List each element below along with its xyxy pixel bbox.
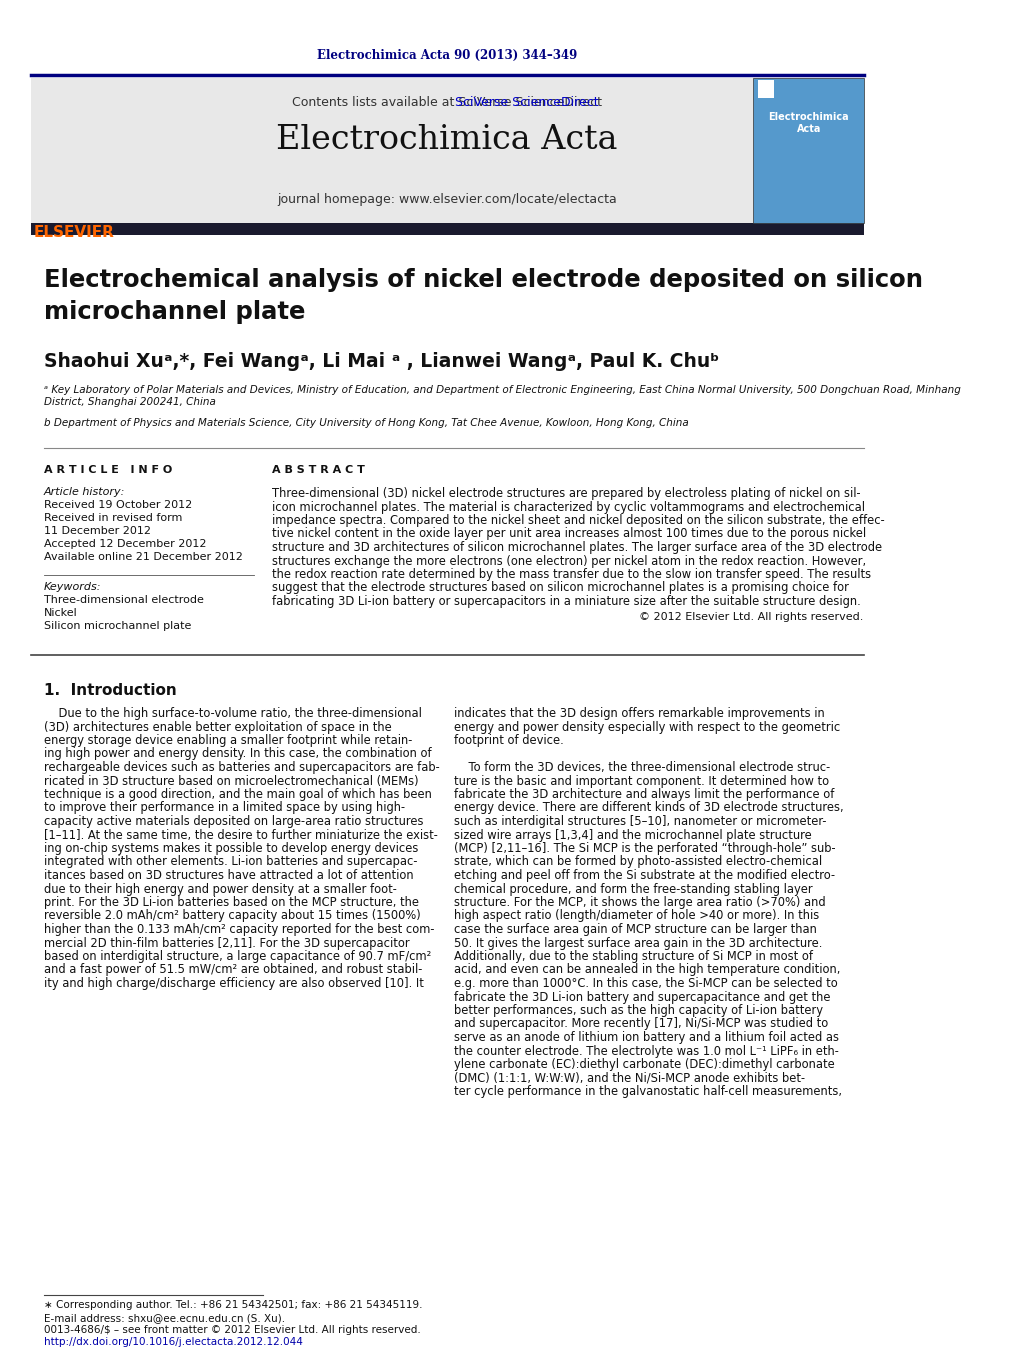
Text: Electrochimica
Acta: Electrochimica Acta [769, 112, 849, 134]
Text: b Department of Physics and Materials Science, City University of Hong Kong, Tat: b Department of Physics and Materials Sc… [44, 417, 688, 428]
Text: and supercapacitor. More recently [17], Ni/Si-MCP was studied to: and supercapacitor. More recently [17], … [453, 1017, 828, 1031]
Text: Shaohui Xuᵃ,*, Fei Wangᵃ, Li Mai ᵃ , Lianwei Wangᵃ, Paul K. Chuᵇ: Shaohui Xuᵃ,*, Fei Wangᵃ, Li Mai ᵃ , Lia… [44, 353, 719, 372]
Text: acid, and even can be annealed in the high temperature condition,: acid, and even can be annealed in the hi… [453, 963, 840, 977]
Text: Keywords:: Keywords: [44, 582, 101, 592]
Text: Nickel: Nickel [44, 608, 78, 617]
Text: footprint of device.: footprint of device. [453, 734, 564, 747]
Text: (3D) architectures enable better exploitation of space in the: (3D) architectures enable better exploit… [44, 720, 392, 734]
Text: fabricate the 3D architecture and always limit the performance of: fabricate the 3D architecture and always… [453, 788, 834, 801]
Text: print. For the 3D Li-ion batteries based on the MCP structure, the: print. For the 3D Li-ion batteries based… [44, 896, 419, 909]
Text: e.g. more than 1000°C. In this case, the Si-MCP can be selected to: e.g. more than 1000°C. In this case, the… [453, 977, 837, 990]
Text: energy storage device enabling a smaller footprint while retain-: energy storage device enabling a smaller… [44, 734, 412, 747]
Text: SciVerse ScienceDirect: SciVerse ScienceDirect [295, 96, 598, 109]
Text: due to their high energy and power density at a smaller foot-: due to their high energy and power densi… [44, 882, 397, 896]
Text: ity and high charge/discharge efficiency are also observed [10]. It: ity and high charge/discharge efficiency… [44, 977, 424, 990]
Text: the counter electrode. The electrolyte was 1.0 mol L⁻¹ LiPF₆ in eth-: the counter electrode. The electrolyte w… [453, 1044, 838, 1058]
Text: icon microchannel plates. The material is characterized by cyclic voltammograms : icon microchannel plates. The material i… [272, 500, 865, 513]
Text: Electrochemical analysis of nickel electrode deposited on silicon
microchannel p: Electrochemical analysis of nickel elect… [44, 267, 923, 324]
Text: ture is the basic and important component. It determined how to: ture is the basic and important componen… [453, 774, 829, 788]
Text: (MCP) [2,11–16]. The Si MCP is the perforated “through-hole” sub-: (MCP) [2,11–16]. The Si MCP is the perfo… [453, 842, 835, 855]
Bar [31, 78, 864, 223]
Text: Electrochimica Acta 90 (2013) 344–349: Electrochimica Acta 90 (2013) 344–349 [317, 49, 577, 62]
Text: structure and 3D architectures of silicon microchannel plates. The larger surfac: structure and 3D architectures of silico… [272, 540, 882, 554]
Text: suggest that the electrode structures based on silicon microchannel plates is a : suggest that the electrode structures ba… [272, 581, 848, 594]
Text: the redox reaction rate determined by the mass transfer due to the slow ion tran: the redox reaction rate determined by th… [272, 567, 871, 581]
Text: strate, which can be formed by photo-assisted electro-chemical: strate, which can be formed by photo-ass… [453, 855, 822, 869]
Text: ricated in 3D structure based on microelectromechanical (MEMs): ricated in 3D structure based on microel… [44, 774, 419, 788]
Text: sized wire arrays [1,3,4] and the microchannel plate structure: sized wire arrays [1,3,4] and the microc… [453, 828, 812, 842]
Text: integrated with other elements. Li-ion batteries and supercapac-: integrated with other elements. Li-ion b… [44, 855, 418, 869]
Text: http://dx.doi.org/10.1016/j.electacta.2012.12.044: http://dx.doi.org/10.1016/j.electacta.20… [44, 1337, 302, 1347]
Text: and a fast power of 51.5 mW/cm² are obtained, and robust stabil-: and a fast power of 51.5 mW/cm² are obta… [44, 963, 422, 977]
Text: to improve their performance in a limited space by using high-: to improve their performance in a limite… [44, 801, 405, 815]
Text: indicates that the 3D design offers remarkable improvements in: indicates that the 3D design offers rema… [453, 707, 825, 720]
Text: ∗ Corresponding author. Tel.: +86 21 54342501; fax: +86 21 54345119.: ∗ Corresponding author. Tel.: +86 21 543… [44, 1300, 423, 1310]
Text: structures exchange the more electrons (one electron) per nickel atom in the red: structures exchange the more electrons (… [272, 554, 866, 567]
Text: Accepted 12 December 2012: Accepted 12 December 2012 [44, 539, 206, 549]
Text: (DMC) (1:1:1, W:W:W), and the Ni/Si-MCP anode exhibits bet-: (DMC) (1:1:1, W:W:W), and the Ni/Si-MCP … [453, 1071, 805, 1085]
Text: Article history:: Article history: [44, 486, 126, 497]
Text: better performances, such as the high capacity of Li-ion battery: better performances, such as the high ca… [453, 1004, 823, 1017]
Text: higher than the 0.133 mAh/cm² capacity reported for the best com-: higher than the 0.133 mAh/cm² capacity r… [44, 923, 434, 936]
Text: mercial 2D thin-film batteries [2,11]. For the 3D supercapacitor: mercial 2D thin-film batteries [2,11]. F… [44, 936, 409, 950]
Text: technique is a good direction, and the main goal of which has been: technique is a good direction, and the m… [44, 788, 432, 801]
Text: To form the 3D devices, the three-dimensional electrode struc-: To form the 3D devices, the three-dimens… [453, 761, 830, 774]
Text: Received in revised form: Received in revised form [44, 513, 182, 523]
Text: ing on-chip systems makes it possible to develop energy devices: ing on-chip systems makes it possible to… [44, 842, 419, 855]
Text: structure. For the MCP, it shows the large area ratio (>70%) and: structure. For the MCP, it shows the lar… [453, 896, 825, 909]
Text: high aspect ratio (length/diameter of hole >40 or more). In this: high aspect ratio (length/diameter of ho… [453, 909, 819, 923]
Text: 11 December 2012: 11 December 2012 [44, 526, 151, 536]
Text: energy and power density especially with respect to the geometric: energy and power density especially with… [453, 720, 840, 734]
Text: such as interdigital structures [5–10], nanometer or micrometer-: such as interdigital structures [5–10], … [453, 815, 826, 828]
Bar [758, 80, 774, 99]
Text: serve as an anode of lithium ion battery and a lithium foil acted as: serve as an anode of lithium ion battery… [453, 1031, 839, 1044]
Text: chemical procedure, and form the free-standing stabling layer: chemical procedure, and form the free-st… [453, 882, 813, 896]
Text: impedance spectra. Compared to the nickel sheet and nickel deposited on the sili: impedance spectra. Compared to the nicke… [272, 513, 884, 527]
Text: E-mail address: shxu@ee.ecnu.edu.cn (S. Xu).: E-mail address: shxu@ee.ecnu.edu.cn (S. … [44, 1313, 285, 1323]
Text: etching and peel off from the Si substrate at the modified electro-: etching and peel off from the Si substra… [453, 869, 835, 882]
Text: Contents lists available at SciVerse ScienceDirect: Contents lists available at SciVerse Sci… [292, 96, 601, 109]
Text: tive nickel content in the oxide layer per unit area increases almost 100 times : tive nickel content in the oxide layer p… [272, 527, 866, 540]
Text: journal homepage: www.elsevier.com/locate/electacta: journal homepage: www.elsevier.com/locat… [277, 193, 617, 207]
Text: Silicon microchannel plate: Silicon microchannel plate [44, 621, 191, 631]
Text: ᵃ Key Laboratory of Polar Materials and Devices, Ministry of Education, and Depa: ᵃ Key Laboratory of Polar Materials and … [44, 385, 961, 407]
Text: Available online 21 December 2012: Available online 21 December 2012 [44, 553, 243, 562]
Text: reversible 2.0 mAh/cm² battery capacity about 15 times (1500%): reversible 2.0 mAh/cm² battery capacity … [44, 909, 421, 923]
Text: Due to the high surface-to-volume ratio, the three-dimensional: Due to the high surface-to-volume ratio,… [44, 707, 422, 720]
Text: 0013-4686/$ – see front matter © 2012 Elsevier Ltd. All rights reserved.: 0013-4686/$ – see front matter © 2012 El… [44, 1325, 421, 1335]
Bar [31, 223, 864, 235]
Text: Three-dimensional electrode: Three-dimensional electrode [44, 594, 203, 605]
Text: Additionally, due to the stabling structure of Si MCP in most of: Additionally, due to the stabling struct… [453, 950, 813, 963]
Text: ELSEVIER: ELSEVIER [34, 226, 114, 240]
Text: 50. It gives the largest surface area gain in the 3D architecture.: 50. It gives the largest surface area ga… [453, 936, 822, 950]
Text: case the surface area gain of MCP structure can be larger than: case the surface area gain of MCP struct… [453, 923, 817, 936]
Text: Three-dimensional (3D) nickel electrode structures are prepared by electroless p: Three-dimensional (3D) nickel electrode … [272, 486, 861, 500]
Text: 1.  Introduction: 1. Introduction [44, 684, 177, 698]
Text: Electrochimica Acta: Electrochimica Acta [276, 124, 618, 155]
Text: capacity active materials deposited on large-area ratio structures: capacity active materials deposited on l… [44, 815, 424, 828]
Text: fabricate the 3D Li-ion battery and supercapacitance and get the: fabricate the 3D Li-ion battery and supe… [453, 990, 830, 1004]
Text: rechargeable devices such as batteries and supercapacitors are fab-: rechargeable devices such as batteries a… [44, 761, 440, 774]
Bar [33, 185, 159, 223]
Text: itances based on 3D structures have attracted a lot of attention: itances based on 3D structures have attr… [44, 869, 414, 882]
Bar [753, 78, 864, 223]
Text: Received 19 October 2012: Received 19 October 2012 [44, 500, 192, 509]
Text: energy device. There are different kinds of 3D electrode structures,: energy device. There are different kinds… [453, 801, 843, 815]
Text: ter cycle performance in the galvanostatic half-cell measurements,: ter cycle performance in the galvanostat… [453, 1085, 842, 1098]
Text: ing high power and energy density. In this case, the combination of: ing high power and energy density. In th… [44, 747, 432, 761]
Text: A B S T R A C T: A B S T R A C T [272, 465, 364, 476]
Text: based on interdigital structure, a large capacitance of 90.7 mF/cm²: based on interdigital structure, a large… [44, 950, 431, 963]
Text: A R T I C L E   I N F O: A R T I C L E I N F O [44, 465, 173, 476]
Text: ylene carbonate (EC):diethyl carbonate (DEC):dimethyl carbonate: ylene carbonate (EC):diethyl carbonate (… [453, 1058, 834, 1071]
Text: fabricating 3D Li-ion battery or supercapacitors in a miniature size after the s: fabricating 3D Li-ion battery or superca… [272, 594, 861, 608]
Text: © 2012 Elsevier Ltd. All rights reserved.: © 2012 Elsevier Ltd. All rights reserved… [639, 612, 864, 621]
Text: [1–11]. At the same time, the desire to further miniaturize the exist-: [1–11]. At the same time, the desire to … [44, 828, 438, 842]
